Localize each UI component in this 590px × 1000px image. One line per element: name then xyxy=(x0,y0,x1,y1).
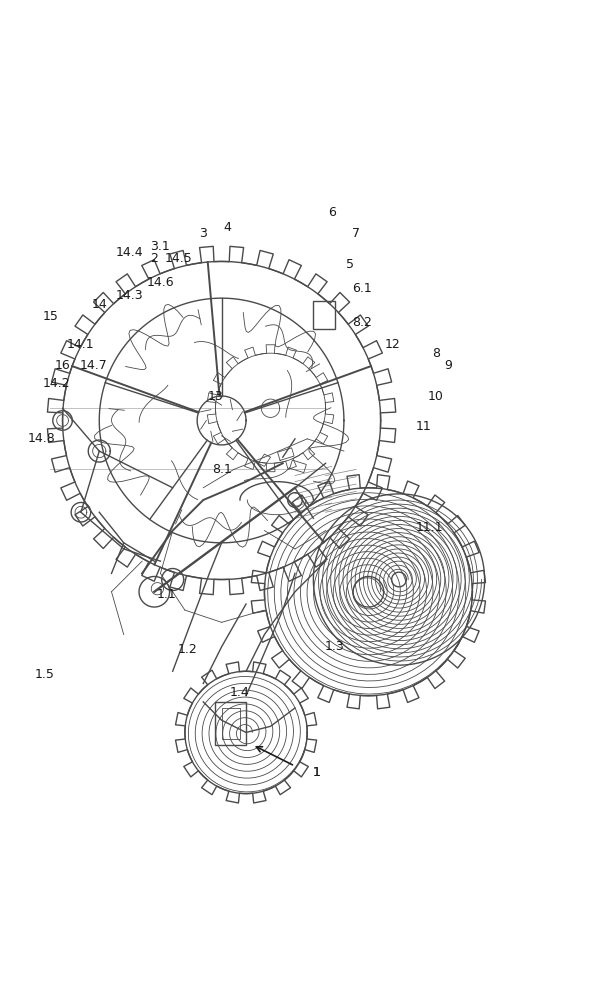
Text: 2: 2 xyxy=(150,252,158,265)
Text: 1.4: 1.4 xyxy=(230,686,250,699)
Text: 9: 9 xyxy=(444,359,452,372)
Text: 14.6: 14.6 xyxy=(147,276,174,289)
Text: 16: 16 xyxy=(55,359,70,372)
Text: 14.1: 14.1 xyxy=(67,338,95,351)
Text: 8.1: 8.1 xyxy=(212,463,231,476)
Text: 1: 1 xyxy=(313,766,320,779)
Text: 14: 14 xyxy=(91,298,107,311)
Text: 14.5: 14.5 xyxy=(165,252,193,265)
Text: 3: 3 xyxy=(199,227,207,240)
Text: 7: 7 xyxy=(352,227,360,240)
Text: 14.7: 14.7 xyxy=(79,359,107,372)
Text: 6.1: 6.1 xyxy=(352,282,372,295)
Text: 15: 15 xyxy=(42,310,58,323)
Text: 5: 5 xyxy=(346,258,354,271)
Text: 8: 8 xyxy=(432,347,440,360)
Text: 4: 4 xyxy=(224,221,232,234)
Text: 14.3: 14.3 xyxy=(116,289,143,302)
Text: 1.1: 1.1 xyxy=(157,588,176,601)
Bar xyxy=(215,702,246,745)
Bar xyxy=(313,301,335,329)
Text: 1.5: 1.5 xyxy=(34,668,54,681)
Text: 1.2: 1.2 xyxy=(178,643,198,656)
Text: 6: 6 xyxy=(328,206,336,219)
Text: 1: 1 xyxy=(313,766,320,779)
Text: 10: 10 xyxy=(428,390,444,403)
Text: 13: 13 xyxy=(208,390,224,403)
Text: 14.8: 14.8 xyxy=(27,432,55,445)
Text: 14.4: 14.4 xyxy=(116,246,143,259)
Text: 1.3: 1.3 xyxy=(325,640,345,653)
Text: 14.2: 14.2 xyxy=(42,377,70,390)
Text: 11: 11 xyxy=(415,420,431,433)
Text: 12: 12 xyxy=(385,338,401,351)
Text: 3.1: 3.1 xyxy=(150,240,171,253)
Text: 11.1: 11.1 xyxy=(416,521,443,534)
Text: 8.2: 8.2 xyxy=(352,316,372,329)
Bar xyxy=(222,708,240,739)
